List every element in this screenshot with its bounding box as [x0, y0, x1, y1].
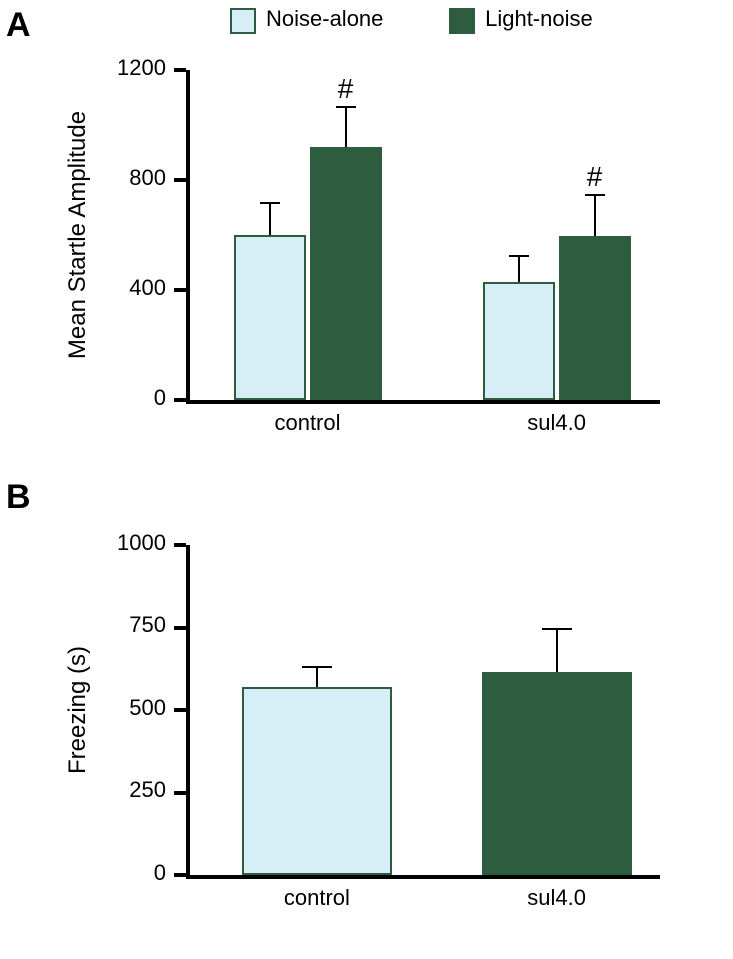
significance-marker: # [326, 73, 366, 105]
y-tick-label: 500 [94, 695, 166, 721]
bar [559, 236, 631, 400]
x-category-label: sul4.0 [477, 885, 637, 911]
y-tick-label: 0 [94, 385, 166, 411]
error-cap [542, 628, 572, 630]
x-category-label: control [237, 885, 397, 911]
y-tick-label: 0 [94, 860, 166, 886]
figure-stage: Noise-alone Light-noise A B 0 400 800 1200Mean … [0, 0, 733, 959]
y-tick [174, 543, 186, 547]
y-axis [186, 545, 190, 875]
error-bar [594, 195, 596, 236]
x-category-label: control [228, 410, 388, 436]
bar [310, 147, 382, 400]
error-cap [260, 202, 280, 204]
y-tick [174, 873, 186, 877]
legend-label: Noise-alone [266, 6, 383, 32]
y-tick [174, 68, 186, 72]
x-axis [186, 400, 660, 404]
y-axis [186, 70, 190, 400]
bar [483, 282, 555, 400]
error-cap [585, 194, 605, 196]
error-bar [556, 629, 558, 672]
y-axis-label: Freezing (s) [64, 545, 92, 875]
error-cap [302, 666, 332, 668]
bar [234, 235, 306, 400]
y-tick [174, 708, 186, 712]
x-axis [186, 875, 660, 879]
y-tick-label: 400 [94, 275, 166, 301]
x-category-label: sul4.0 [477, 410, 637, 436]
y-tick [174, 178, 186, 182]
error-bar [269, 203, 271, 235]
y-tick-label: 800 [94, 165, 166, 191]
y-tick [174, 398, 186, 402]
error-cap [336, 106, 356, 108]
bar [242, 687, 392, 875]
bar [482, 672, 632, 875]
legend-swatch [449, 8, 475, 34]
y-axis-label: Mean Startle Amplitude [64, 70, 92, 400]
y-tick-label: 1000 [94, 530, 166, 556]
error-bar [518, 256, 520, 282]
panel-label: A [6, 6, 31, 45]
error-bar [316, 667, 318, 687]
error-bar [345, 107, 347, 147]
legend-swatch [230, 8, 256, 34]
y-tick [174, 288, 186, 292]
y-tick [174, 791, 186, 795]
panel-label: B [6, 478, 31, 517]
y-tick-label: 250 [94, 777, 166, 803]
y-tick-label: 1200 [94, 55, 166, 81]
error-cap [509, 255, 529, 257]
significance-marker: # [575, 161, 615, 193]
legend-label: Light-noise [485, 6, 593, 32]
y-tick [174, 626, 186, 630]
y-tick-label: 750 [94, 612, 166, 638]
